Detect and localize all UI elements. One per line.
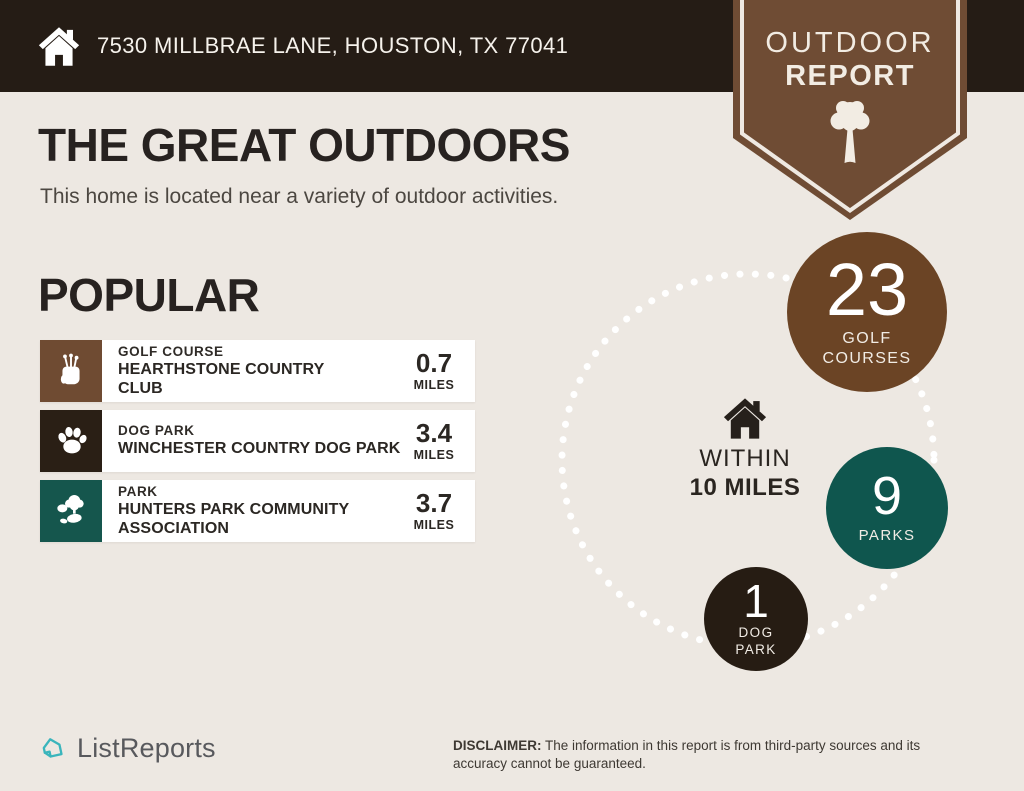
distance-unit: MILES (413, 518, 455, 532)
dog-park-label: DOG PARK (735, 625, 776, 658)
park-distance: 3.7 MILES (397, 480, 475, 542)
place-name: WINCHESTER COUNTRY DOG PARK (118, 440, 401, 458)
dog-tile (40, 410, 102, 472)
tree-icon (830, 101, 870, 163)
radius-dotted-circle (558, 270, 938, 650)
golf-courses-bubble: 23 GOLF COURSES (787, 232, 947, 392)
park-tile (40, 480, 102, 542)
miles-label: 10 MILES (689, 474, 801, 501)
parks-label: PARKS (859, 527, 916, 545)
category-label: PARK (118, 483, 158, 499)
label-line: PARKS (858, 526, 916, 544)
list-item-golf-course: GOLF COURSE HEARTHSTONE COUNTRY CLUB 0.7… (40, 340, 475, 402)
home-radius-marker: WITHIN 10 MILES (675, 398, 815, 502)
dog-park-bubble: 1 DOG PARK (704, 567, 808, 671)
disclaimer-label: DISCLAIMER: (453, 738, 542, 753)
label-line: COURSES (822, 350, 912, 368)
dog-distance: 3.4 MILES (397, 410, 475, 472)
dog-text: DOG PARK WINCHESTER COUNTRY DOG PARK (102, 410, 401, 472)
listreports-house-icon (42, 738, 63, 758)
disclaimer: DISCLAIMER: The information in this repo… (453, 737, 958, 773)
parks-bubble: 9 PARKS (826, 447, 948, 569)
disclaimer-text: The information in this report is from t… (453, 738, 921, 771)
badge-title-line1: OUTDOOR (765, 27, 935, 59)
distance-value: 3.7 (415, 488, 453, 518)
golf-bag-icon (60, 353, 80, 385)
listreports-logo: ListReports (36, 732, 216, 764)
place-name: HUNTERS PARK COMMUNITY ASSOCIATION (118, 501, 350, 537)
golf-courses-label: GOLF COURSES (823, 329, 912, 369)
distance-value: 3.4 (415, 418, 453, 448)
outdoor-report-badge: OUTDOOR REPORT (733, 0, 967, 220)
dog-park-count: 1 (743, 574, 769, 627)
distance-unit: MILES (413, 378, 455, 392)
park-icon (57, 495, 84, 524)
golf-tile (40, 340, 102, 402)
label-line: PARK (735, 641, 777, 657)
category-label: DOG PARK (118, 423, 195, 439)
golf-text: GOLF COURSE HEARTHSTONE COUNTRY CLUB (102, 340, 397, 402)
paw-icon (58, 427, 87, 454)
page-title: THE GREAT OUTDOORS (38, 119, 570, 171)
within-label: WITHIN (699, 445, 791, 472)
home-icon (38, 26, 80, 66)
golf-distance: 0.7 MILES (397, 340, 475, 402)
distance-value: 0.7 (415, 348, 453, 378)
category-label: GOLF COURSE (118, 343, 224, 359)
home-icon (723, 398, 767, 439)
popular-heading: POPULAR (38, 269, 260, 321)
brand-name: ListReports (77, 732, 216, 763)
page-subtitle: This home is located near a variety of o… (40, 185, 559, 208)
label-line: GOLF (842, 330, 892, 348)
popular-list: GOLF COURSE HEARTHSTONE COUNTRY CLUB 0.7… (40, 340, 475, 542)
property-address: 7530 MILLBRAE LANE, HOUSTON, TX 77041 (97, 33, 569, 58)
parks-count: 9 (871, 466, 903, 527)
list-item-park: PARK HUNTERS PARK COMMUNITY ASSOCIATION … (40, 480, 475, 542)
badge-title-line2: REPORT (785, 60, 915, 92)
park-text: PARK HUNTERS PARK COMMUNITY ASSOCIATION (102, 480, 397, 542)
golf-courses-count: 23 (825, 247, 909, 331)
label-line: DOG (738, 625, 774, 641)
place-name: HEARTHSTONE COUNTRY CLUB (118, 361, 325, 397)
distance-unit: MILES (413, 448, 455, 462)
list-item-dog-park: DOG PARK WINCHESTER COUNTRY DOG PARK 3.4… (40, 410, 475, 472)
